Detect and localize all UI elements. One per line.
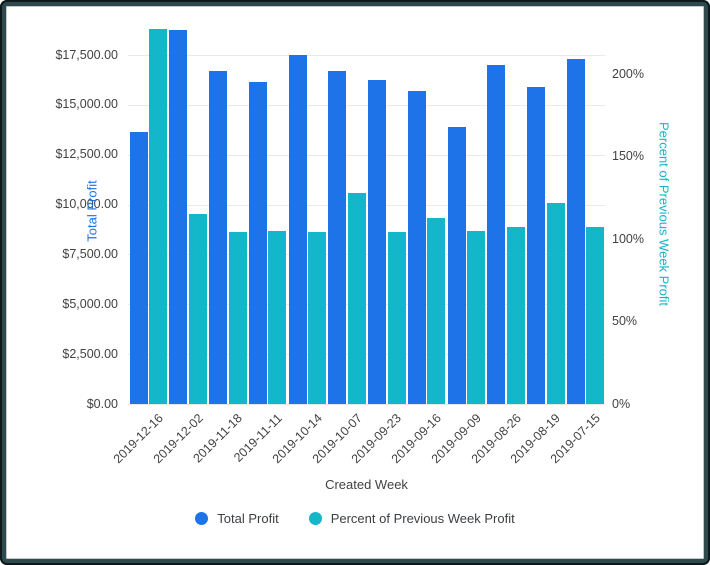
bar-percent-prev-week[interactable] (586, 227, 605, 404)
x-axis-title: Created Week (325, 477, 408, 492)
bar-total-profit[interactable] (288, 55, 307, 404)
right-axis-tick-label: 200% (612, 66, 644, 81)
bar-percent-prev-week[interactable] (427, 217, 446, 404)
gridline (128, 404, 605, 405)
bar-percent-prev-week[interactable] (387, 232, 406, 404)
bar-total-profit[interactable] (566, 59, 585, 404)
bar-percent-prev-week[interactable] (347, 192, 366, 404)
bar-total-profit[interactable] (368, 79, 386, 404)
gridline (128, 254, 605, 256)
legend-item-total-profit[interactable]: Total Profit (195, 511, 279, 526)
bar-total-profit[interactable] (129, 131, 148, 404)
bar-total-profit[interactable] (407, 90, 426, 404)
right-axis-tick-label: 50% (612, 314, 638, 328)
bar-total-profit[interactable] (209, 71, 227, 404)
left-axis-tick-label: $15,000.00 (55, 97, 118, 112)
bar-percent-prev-week[interactable] (308, 232, 326, 404)
legend-label-total-profit: Total Profit (217, 511, 279, 526)
left-axis-title: Total Profit (84, 180, 100, 242)
gridline (128, 204, 605, 206)
legend-dot-percent-prev-week (308, 512, 322, 525)
legend-item-percent-prev-week[interactable]: Percent of Previous Week Profit (308, 511, 515, 526)
gridline (128, 154, 605, 156)
legend-dot-total-profit (195, 512, 209, 525)
bar-total-profit[interactable] (527, 86, 545, 404)
bar-total-profit[interactable] (487, 65, 506, 404)
right-axis-tick-label: 100% (612, 231, 644, 246)
bar-percent-prev-week[interactable] (228, 232, 247, 404)
gridline (128, 55, 605, 56)
bar-total-profit[interactable] (447, 126, 466, 404)
legend: Total Profit Percent of Previous Week Pr… (0, 511, 710, 526)
left-axis-tick-label: $0.00 (86, 396, 118, 411)
bar-percent-prev-week[interactable] (149, 29, 167, 404)
gridline (128, 354, 605, 356)
bar-total-profit[interactable] (328, 71, 347, 404)
right-axis-tick-label: 150% (612, 149, 644, 163)
bar-total-profit[interactable] (248, 81, 267, 404)
left-axis-tick-label: $10,000.00 (55, 197, 118, 212)
legend-label-percent-prev-week: Percent of Previous Week Profit (330, 511, 515, 526)
bar-total-profit[interactable] (169, 30, 188, 404)
left-axis-tick-label: $5,000.00 (62, 296, 118, 311)
left-axis-tick-label: $12,500.00 (55, 147, 118, 162)
bar-percent-prev-week[interactable] (506, 227, 525, 404)
bar-percent-prev-week[interactable] (546, 202, 565, 404)
left-axis-tick-label: $7,500.00 (62, 246, 118, 261)
gridline (128, 304, 605, 306)
right-axis-tick-label: 0% (612, 396, 631, 411)
left-axis-tick-label: $2,500.00 (62, 346, 118, 361)
left-axis-tick-label: $17,500.00 (55, 47, 118, 62)
gridline (128, 104, 605, 106)
bar-percent-prev-week[interactable] (467, 230, 485, 405)
bar-percent-prev-week[interactable] (188, 214, 207, 404)
right-axis-title: Percent of Previous Week Profit (656, 121, 672, 307)
bar-percent-prev-week[interactable] (268, 230, 287, 405)
